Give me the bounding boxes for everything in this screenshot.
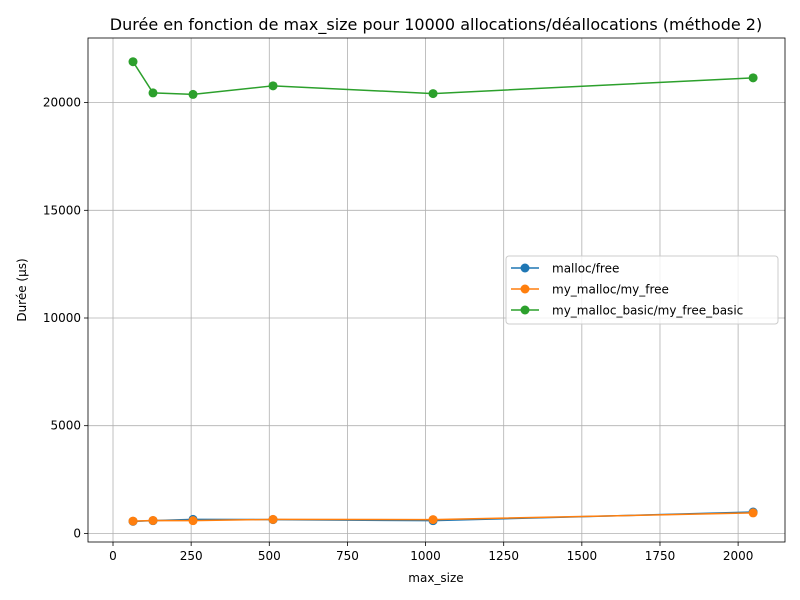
data-point: [748, 73, 758, 83]
series-line: [132, 61, 754, 96]
data-point: [128, 57, 138, 67]
x-tick-label: 750: [336, 549, 359, 563]
x-tick-label: 0: [109, 549, 117, 563]
series-0: [128, 507, 758, 526]
x-axis-ticks: 0 250 500 750 1000 1250 1500 1750 2000: [109, 542, 753, 563]
data-point: [188, 516, 198, 526]
series-layer: [128, 57, 758, 526]
y-tick-label: 20000: [43, 96, 81, 110]
y-tick-label: 15000: [43, 203, 81, 217]
x-tick-label: 2000: [723, 549, 754, 563]
y-axis-label: Durée (µs): [15, 258, 29, 321]
data-point: [268, 81, 278, 91]
data-point: [148, 515, 158, 525]
legend-label: malloc/free: [552, 262, 619, 276]
series-1: [128, 508, 758, 526]
legend: malloc/free my_malloc/my_free my_malloc_ba…: [505, 255, 779, 325]
legend-box: [505, 255, 779, 325]
legend-item: malloc/free: [511, 262, 619, 276]
data-point: [748, 508, 758, 518]
legend-label: my_malloc/my_free: [552, 283, 669, 297]
legend-item: my_malloc_basic/my_free_basic: [511, 304, 743, 318]
data-point: [428, 89, 438, 99]
chart-title: Durée en fonction de max_size pour 10000…: [110, 15, 762, 35]
plot-frame: [87, 37, 786, 543]
legend-marker: [520, 263, 530, 273]
legend-item: my_malloc/my_free: [511, 283, 669, 297]
x-tick-label: 1500: [567, 549, 598, 563]
y-tick-label: 10000: [43, 311, 81, 325]
y-axis-ticks: 0 5000 10000 15000 20000: [43, 96, 88, 540]
legend-marker: [520, 284, 530, 294]
data-point: [148, 88, 158, 98]
x-axis-label: max_size: [408, 571, 463, 585]
x-tick-label: 250: [180, 549, 203, 563]
x-tick-label: 1750: [645, 549, 676, 563]
x-tick-label: 1000: [410, 549, 441, 563]
x-tick-label: 500: [258, 549, 281, 563]
data-point: [188, 89, 198, 99]
series-2: [128, 57, 758, 99]
y-tick-label: 5000: [50, 419, 81, 433]
legend-marker: [520, 305, 530, 315]
data-point: [128, 516, 138, 526]
grid: [88, 38, 785, 542]
y-tick-label: 0: [73, 526, 81, 540]
data-point: [428, 515, 438, 525]
data-point: [268, 514, 278, 524]
legend-label: my_malloc_basic/my_free_basic: [552, 304, 743, 318]
x-tick-label: 1250: [488, 549, 519, 563]
